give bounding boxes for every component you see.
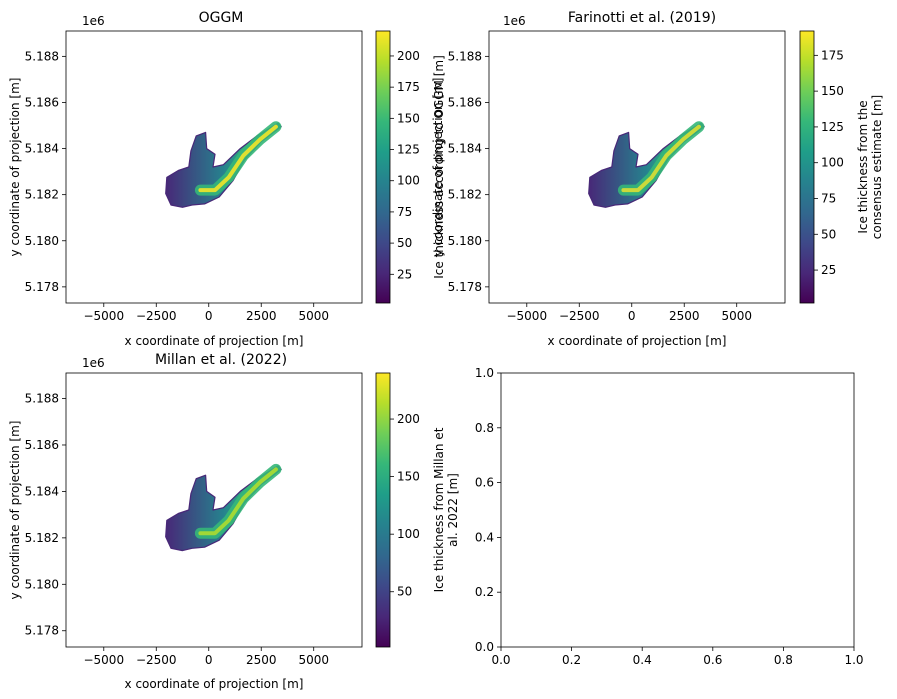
farinotti-panel: Farinotti et al. (2019) 1e6 −5000 −2500 0 2… — [431, 10, 884, 348]
farinotti-y-tick-label: 5.188 — [448, 49, 482, 63]
farinotti-y-tick-label: 5.180 — [448, 234, 482, 248]
empty-x-tick-label: 0.0 — [491, 653, 510, 667]
farinotti-colorbar-tick-label: 150 — [821, 84, 844, 98]
millan-y-tick-label: 5.186 — [25, 438, 59, 452]
farinotti-colorbar-tick-label: 175 — [821, 48, 844, 62]
oggm-colorbar-tick-label: 50 — [397, 236, 412, 250]
millan-colorbar-tick-label: 100 — [397, 527, 420, 541]
millan-x-tick-label: −5000 — [83, 653, 124, 667]
farinotti-colorbar-label-line-2: consensus estimate [m] — [870, 95, 884, 239]
oggm-colorbar-tick-label: 125 — [397, 143, 420, 157]
farinotti-colorbar-label-line-1: Ice thickness from the — [856, 100, 870, 233]
oggm-x-tick-label: 5000 — [298, 309, 329, 323]
oggm-x-tick-label: 2500 — [246, 309, 277, 323]
millan-panel: Millan et al. (2022) 1e6 −5000 −2500 0 2500… — [8, 352, 460, 691]
farinotti-colorbar-tick-label: 100 — [821, 156, 844, 170]
farinotti-y-tick-label: 5.186 — [448, 95, 482, 109]
farinotti-x-tick-label: 2500 — [669, 309, 700, 323]
oggm-xlabel: x coordinate of projection [m] — [125, 334, 304, 348]
empty-x-tick-label: 0.2 — [562, 653, 581, 667]
millan-colorbar-label-line-2: al. 2022 [m] — [446, 473, 460, 547]
millan-peak-thickness — [198, 467, 278, 536]
oggm-y-tick-label: 5.188 — [25, 49, 59, 63]
oggm-y-tick-label: 5.184 — [25, 142, 59, 156]
oggm-panel: OGGM 1e6 −5000 −2500 0 2500 5000 5.178 5.180 5… — [8, 10, 446, 348]
oggm-colorbar-tick-label: 75 — [397, 205, 412, 219]
empty-y-tick-label: 0.8 — [475, 421, 494, 435]
oggm-y-tick-label: 5.182 — [25, 188, 59, 202]
farinotti-x-tick-label: 5000 — [721, 309, 752, 323]
farinotti-y-tick-label: 5.178 — [448, 280, 482, 294]
millan-colorbar — [375, 372, 391, 648]
millan-y-tick-label: 5.184 — [25, 484, 59, 498]
oggm-peak-thickness — [198, 124, 278, 193]
farinotti-thickness-map — [588, 121, 705, 208]
oggm-x-tick-label: −5000 — [83, 309, 124, 323]
empty-x-tick-label: 1.0 — [844, 653, 863, 667]
oggm-colorbar-tick-label: 100 — [397, 174, 420, 188]
empty-y-tick-label: 1.0 — [475, 366, 494, 380]
empty-y-tick-label: 0.2 — [475, 585, 494, 599]
millan-x-tick-label: 5000 — [298, 653, 329, 667]
farinotti-x-tick-label: 0 — [628, 309, 636, 323]
empty-y-tick-label: 0.0 — [475, 640, 494, 654]
farinotti-colorbar-tick-label: 50 — [821, 227, 836, 241]
farinotti-title: Farinotti et al. (2019) — [568, 10, 716, 26]
millan-y-tick-label: 5.178 — [25, 624, 59, 638]
oggm-y-tick-label: 5.178 — [25, 280, 59, 294]
oggm-y-tick-label: 5.186 — [25, 95, 59, 109]
empty-x-tick-label: 0.6 — [703, 653, 722, 667]
farinotti-xlabel: x coordinate of projection [m] — [548, 334, 727, 348]
empty-x-tick-label: 0.8 — [774, 653, 793, 667]
oggm-title: OGGM — [199, 10, 244, 26]
millan-y-tick-label: 5.188 — [25, 392, 59, 406]
millan-y-tick-label: 5.180 — [25, 577, 59, 591]
millan-colorbar-tick-label: 200 — [397, 412, 420, 426]
farinotti-colorbar-tick-label: 25 — [821, 263, 836, 277]
oggm-colorbar-tick-label: 150 — [397, 111, 420, 125]
oggm-colorbar — [375, 30, 391, 304]
millan-title: Millan et al. (2022) — [155, 352, 287, 368]
empty-y-tick-label: 0.4 — [475, 530, 494, 544]
farinotti-colorbar-tick-label: 125 — [821, 120, 844, 134]
millan-xlabel: x coordinate of projection [m] — [125, 677, 304, 691]
millan-colorbar-tick-label: 150 — [397, 470, 420, 484]
millan-colorbar-label-line-1: Ice thickness from Millan et — [432, 427, 446, 592]
farinotti-x-tick-label: −2500 — [559, 309, 600, 323]
empty-y-tick-label: 0.6 — [475, 476, 494, 490]
millan-x-tick-label: 0 — [205, 653, 213, 667]
oggm-colorbar-tick-label: 25 — [397, 267, 412, 281]
millan-thickness-map — [165, 463, 282, 552]
farinotti-y-tick-label: 5.182 — [448, 188, 482, 202]
farinotti-y-offset: 1e6 — [503, 14, 526, 28]
millan-y-offset: 1e6 — [82, 356, 105, 370]
empty-x-tick-label: 0.4 — [633, 653, 652, 667]
farinotti-colorbar — [799, 30, 815, 304]
millan-y-tick-label: 5.182 — [25, 531, 59, 545]
farinotti-x-tick-label: −5000 — [506, 309, 547, 323]
oggm-colorbar-tick-label: 200 — [397, 49, 420, 63]
oggm-thickness-map — [165, 121, 282, 208]
millan-x-tick-label: 2500 — [246, 653, 277, 667]
farinotti-peak-thickness — [621, 124, 701, 193]
empty-axes — [500, 372, 855, 648]
millan-colorbar-tick-label: 50 — [397, 585, 412, 599]
oggm-ylabel: y coordinate of projection [m] — [8, 78, 22, 257]
millan-x-tick-label: −2500 — [136, 653, 177, 667]
empty-panel: 0.0 0.2 0.4 0.6 0.8 1.0 0.0 0.2 0.4 0.6 0.8 1.0 — [475, 366, 864, 667]
oggm-y-tick-label: 5.180 — [25, 234, 59, 248]
oggm-x-tick-label: 0 — [205, 309, 213, 323]
oggm-x-tick-label: −2500 — [136, 309, 177, 323]
millan-ylabel: y coordinate of projection [m] — [8, 421, 22, 600]
farinotti-ylabel: y coordinate of projection [m] — [431, 78, 445, 257]
oggm-colorbar-tick-label: 175 — [397, 80, 420, 94]
oggm-y-offset: 1e6 — [82, 14, 105, 28]
farinotti-y-tick-label: 5.184 — [448, 142, 482, 156]
farinotti-colorbar-tick-label: 75 — [821, 191, 836, 205]
oggm-colorbar-label: Ice thickness according to OGGM [m] — [432, 55, 446, 279]
